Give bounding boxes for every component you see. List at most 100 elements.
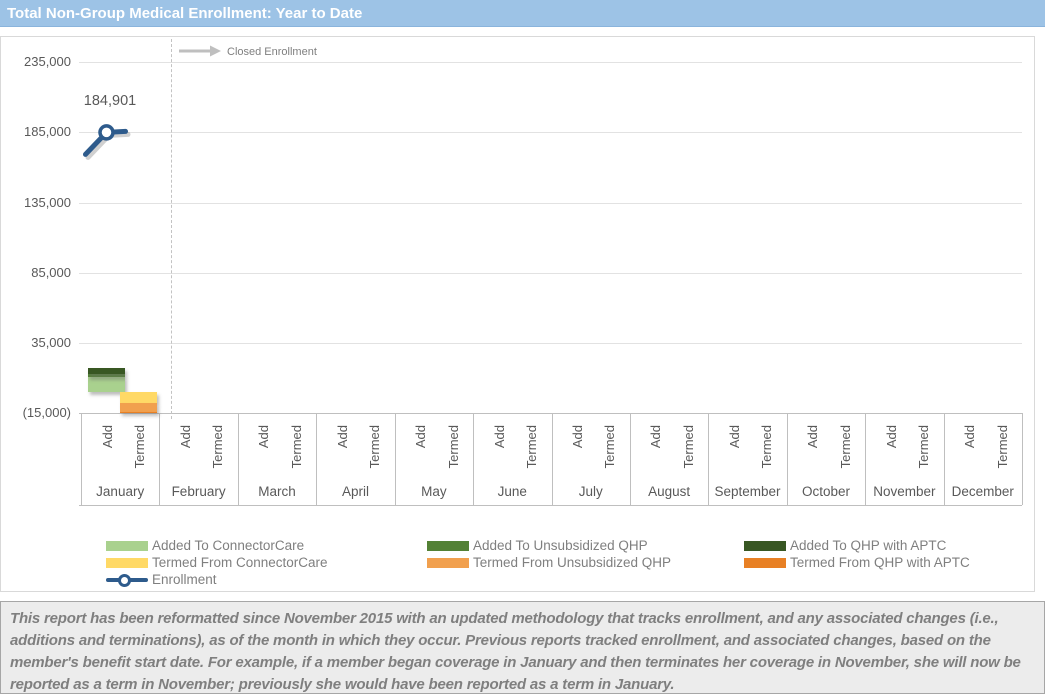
axis-label-termed: Termed — [131, 425, 147, 469]
footnote-text: This report has been reformatted since N… — [10, 610, 1021, 693]
month-separator — [786, 413, 788, 505]
month-separator — [708, 413, 710, 505]
closed-enrollment-divider — [171, 39, 172, 419]
month-separator — [865, 413, 867, 505]
y-axis-tick-label: 135,000 — [24, 194, 71, 210]
month-label: October — [801, 484, 850, 499]
x-axis-line — [79, 413, 1022, 414]
x-axis-bottom-line — [79, 505, 1022, 506]
axis-label-add: Add — [883, 425, 899, 449]
report-title: Total Non-Group Medical Enrollment: Year… — [7, 5, 363, 22]
legend-swatch — [427, 541, 469, 551]
legend-label: Enrollment — [152, 572, 217, 587]
axis-label-add: Add — [962, 425, 978, 449]
legend-label: Termed From QHP with APTC — [790, 555, 970, 570]
y-axis-tick-label: 85,000 — [31, 264, 71, 280]
closed-enrollment-arrow-icon — [179, 45, 221, 57]
legend-item-enrollment[interactable]: Enrollment — [106, 572, 406, 588]
axis-label-termed: Termed — [916, 425, 932, 469]
y-axis-tick-label: 235,000 — [24, 54, 71, 70]
axis-label-add: Add — [491, 425, 507, 449]
axis-label-termed: Termed — [837, 425, 853, 469]
gridline — [79, 272, 1022, 274]
axis-label-add: Add — [570, 425, 585, 449]
month-separator — [159, 413, 161, 505]
month-label: February — [171, 484, 226, 499]
axis-label-termed: Termed — [759, 425, 775, 469]
axis-label-add: Add — [256, 425, 272, 449]
bar-segment-termed_qhp_aptc[interactable] — [120, 411, 158, 413]
legend-swatch — [427, 558, 469, 568]
gridline — [79, 342, 1022, 344]
bar-segment-termed_connectorcare[interactable] — [120, 392, 158, 403]
axis-label-add: Add — [177, 425, 193, 449]
month-label: November — [873, 484, 936, 499]
legend-item-termed-from-connectorcare[interactable]: Termed From ConnectorCare — [106, 555, 406, 571]
bar-segment-added_qhp_aptc[interactable] — [88, 368, 125, 375]
bar-segment-added_unsub_qhp[interactable] — [88, 374, 125, 378]
axis-label-termed: Termed — [445, 425, 461, 469]
footnote-box: This report has been reformatted since N… — [0, 601, 1045, 694]
axis-label-add: Add — [648, 425, 664, 449]
month-separator — [551, 413, 553, 505]
legend-swatch — [106, 558, 148, 568]
axis-label-termed: Termed — [524, 425, 539, 469]
legend-swatch — [744, 558, 786, 568]
axis-label-add: Add — [334, 425, 350, 449]
month-label: March — [258, 484, 296, 499]
legend-item-added-to-qhp-with-aptc[interactable]: Added To QHP with APTC — [744, 538, 1044, 554]
legend-swatch — [106, 541, 148, 551]
y-axis-tick-label: (15,000) — [22, 405, 71, 421]
legend-item-termed-from-unsubsidized-qhp[interactable]: Termed From Unsubsidized QHP — [427, 555, 727, 571]
legend-line-marker — [118, 574, 131, 587]
enrollment-chart[interactable]: 235,000 185,000 135,000 85,000 35,000 (15,000… — [0, 36, 1035, 592]
axis-label-add: Add — [413, 425, 429, 449]
legend-item-added-to-unsubsidized-qhp[interactable]: Added To Unsubsidized QHP — [427, 538, 727, 554]
legend-item-termed-from-qhp-with-aptc[interactable]: Termed From QHP with APTC — [744, 555, 1044, 571]
axis-label-add: Add — [99, 425, 115, 449]
legend-label: Termed From Unsubsidized QHP — [473, 555, 672, 570]
enrollment-line-layer[interactable] — [1, 37, 1036, 593]
axis-label-termed: Termed — [602, 425, 618, 469]
month-label: January — [96, 484, 145, 499]
axis-label-add: Add — [726, 425, 742, 449]
y-axis-tick-label: 35,000 — [31, 334, 71, 350]
legend-label: Added To Unsubsidized QHP — [473, 538, 648, 553]
month-separator — [629, 413, 631, 505]
axis-label-termed: Termed — [680, 425, 696, 469]
month-separator — [473, 413, 475, 505]
month-separator — [1022, 413, 1023, 505]
y-axis-tick-label: 185,000 — [24, 124, 71, 140]
month-separator — [943, 413, 945, 505]
month-label: September — [714, 484, 781, 499]
legend-swatch — [744, 541, 786, 551]
legend-label: Termed From ConnectorCare — [152, 555, 328, 570]
month-label: May — [421, 484, 447, 499]
axis-label-add: Add — [805, 425, 821, 449]
legend-item-added-to-connectorcare[interactable]: Added To ConnectorCare — [106, 538, 406, 554]
bar-segment-added_connectorcare[interactable] — [88, 377, 125, 392]
month-label: April — [341, 484, 369, 499]
legend-label: Added To QHP with APTC — [790, 538, 947, 553]
axis-label-termed: Termed — [288, 425, 304, 469]
month-separator — [237, 413, 239, 505]
gridline — [79, 62, 1022, 64]
month-separator — [394, 413, 396, 505]
closed-enrollment-label: Closed Enrollment — [227, 46, 317, 58]
month-separator — [316, 413, 318, 505]
month-label: July — [578, 484, 603, 499]
legend-label: Added To ConnectorCare — [152, 538, 305, 553]
bar-segment-termed_unsub_qhp[interactable] — [120, 402, 158, 412]
axis-label-termed: Termed — [367, 425, 383, 469]
report-title-bar: Total Non-Group Medical Enrollment: Year… — [0, 0, 1045, 27]
gridline — [79, 202, 1022, 204]
enrollment-data-label: 184,901 — [83, 93, 137, 109]
month-separator — [81, 413, 82, 505]
axis-label-termed: Termed — [210, 425, 226, 469]
month-label: June — [497, 484, 527, 499]
enrollment-line — [83, 124, 131, 160]
month-label: August — [648, 484, 691, 499]
axis-label-termed: Termed — [994, 425, 1010, 469]
gridline — [79, 132, 1022, 134]
